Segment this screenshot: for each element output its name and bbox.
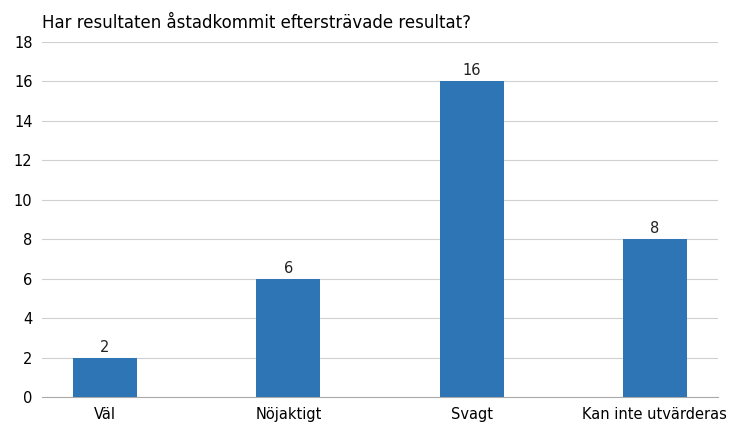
- Text: Har resultaten åstadkommit eftersträvade resultat?: Har resultaten åstadkommit eftersträvade…: [42, 14, 471, 32]
- Bar: [622, 239, 687, 397]
- Text: 2: 2: [100, 340, 109, 355]
- Text: 8: 8: [650, 221, 659, 236]
- Bar: [256, 279, 320, 397]
- Text: 16: 16: [462, 63, 481, 78]
- Text: 6: 6: [284, 261, 293, 276]
- Bar: [73, 358, 137, 397]
- Bar: [440, 81, 504, 397]
